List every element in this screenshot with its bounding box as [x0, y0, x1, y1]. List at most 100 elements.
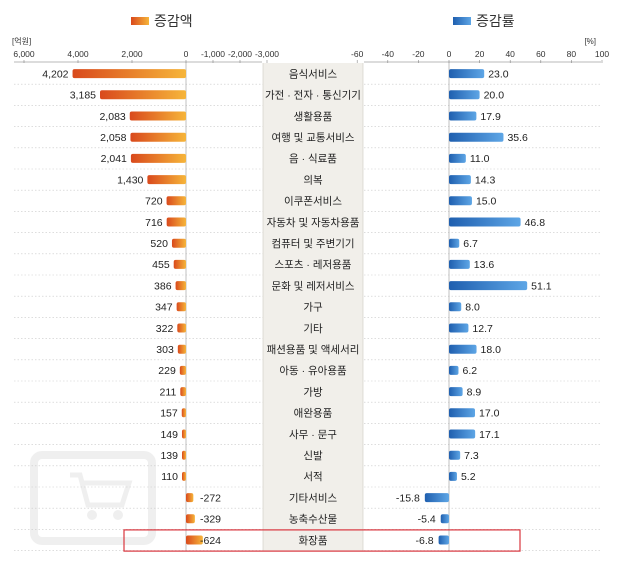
- rate-bar: [449, 429, 476, 439]
- rate-value-label: 17.9: [480, 111, 501, 123]
- rate-value-label: 51.1: [531, 280, 552, 292]
- rate-bar: [449, 69, 485, 79]
- amount-bar: [100, 90, 186, 100]
- category-label: 생활용품: [294, 110, 333, 123]
- rate-bar: [449, 471, 457, 481]
- rate-value-label: 5.2: [461, 471, 476, 483]
- category-label: 기타서비스: [289, 492, 338, 504]
- category-label: 여행 및 교통서비스: [271, 132, 354, 144]
- amount-bar: [186, 535, 203, 545]
- category-label: 가방: [303, 386, 323, 398]
- rate-value-label: 17.1: [479, 429, 500, 441]
- rate-bar: [449, 387, 463, 397]
- amount-value-label: 4,202: [42, 68, 68, 80]
- amount-value-label: 2,083: [99, 111, 125, 123]
- amount-bar: [130, 132, 186, 142]
- rate-bar: [440, 514, 449, 524]
- legend-rate-label: 증감률: [476, 13, 515, 29]
- category-label: 화장품: [299, 535, 328, 547]
- rate-bar: [449, 408, 476, 418]
- amount-value-label: 520: [150, 238, 168, 250]
- rate-bar: [449, 132, 504, 142]
- amount-value-label: 139: [160, 450, 178, 462]
- amount-value-label: 149: [160, 429, 178, 441]
- rate-value-label: -15.8: [396, 492, 420, 504]
- amount-value-label: 3,185: [70, 90, 96, 102]
- amount-unit-label: [억원]: [12, 36, 31, 46]
- category-label: 의복: [303, 174, 323, 186]
- rate-value-label: 20.0: [484, 90, 505, 102]
- amount-bar: [176, 302, 186, 312]
- rate-bar: [449, 323, 469, 333]
- category-label: 기타: [303, 323, 323, 335]
- rate-axis-tick: 40: [505, 49, 515, 59]
- category-label: 패션용품 및 액세서리: [267, 344, 360, 356]
- amount-axis-tick: 0: [184, 49, 189, 59]
- amount-axis-tick: 2,000: [121, 49, 143, 59]
- amount-value-label: -272: [200, 492, 221, 504]
- rate-bar: [449, 259, 470, 269]
- rate-axis-tick: -40: [382, 49, 395, 59]
- amount-bar: [166, 196, 186, 206]
- amount-value-label: 347: [155, 302, 173, 314]
- rate-bar: [449, 365, 459, 375]
- amount-bar: [147, 175, 186, 185]
- rate-value-label: 6.7: [463, 238, 478, 250]
- legend-amount-label: 증감액: [154, 13, 193, 29]
- rate-value-label: 17.0: [479, 408, 500, 420]
- rate-value-label: 15.0: [476, 196, 497, 208]
- rate-bar: [449, 238, 460, 248]
- rate-bar: [449, 450, 461, 460]
- rate-bar: [449, 302, 462, 312]
- amount-value-label: 322: [156, 323, 174, 335]
- legend-amount-swatch: [131, 17, 149, 25]
- category-label: 가전 · 전자 · 통신기기: [265, 90, 361, 102]
- rate-bar: [449, 281, 528, 291]
- amount-bar: [180, 387, 186, 397]
- amount-bar: [171, 238, 186, 248]
- rate-bar: [438, 535, 449, 545]
- amount-value-label: 2,058: [100, 132, 126, 144]
- rate-value-label: -6.8: [416, 535, 434, 547]
- amount-value-label: 303: [156, 344, 174, 356]
- category-label: 문화 및 레저서비스: [271, 280, 354, 292]
- amount-value-label: 1,430: [117, 174, 143, 186]
- rate-value-label: 11.0: [470, 153, 490, 165]
- computer-shopping-cart-icon: [30, 451, 156, 545]
- category-label: 음 · 식료품: [289, 153, 337, 165]
- rate-unit-label: [%]: [584, 37, 596, 46]
- category-label: 농축수산물: [289, 514, 338, 526]
- amount-bar: [177, 323, 186, 333]
- rate-axis-tick: 0: [447, 49, 452, 59]
- rate-value-label: 18.0: [481, 344, 502, 356]
- rate-value-label: 46.8: [525, 217, 546, 229]
- rate-bar: [424, 493, 449, 503]
- rate-value-label: 35.6: [507, 132, 528, 144]
- category-label: 이쿠폰서비스: [284, 196, 342, 208]
- amount-bar: [175, 281, 186, 291]
- amount-value-label: 110: [161, 471, 178, 483]
- amount-bar: [179, 365, 186, 375]
- rate-bar: [449, 344, 477, 354]
- amount-bar: [177, 344, 186, 354]
- amount-bar: [182, 450, 186, 460]
- rate-bar: [449, 196, 472, 206]
- amount-value-label: 720: [145, 196, 163, 208]
- rate-bar: [449, 153, 466, 163]
- rate-bar: [449, 217, 521, 227]
- rate-bar: [449, 111, 477, 121]
- category-label: 사무 · 문구: [289, 429, 337, 441]
- rate-value-label: 6.2: [462, 365, 477, 377]
- category-label: 서적: [303, 471, 322, 483]
- amount-value-label: 2,041: [101, 153, 127, 165]
- amount-bar: [166, 217, 186, 227]
- category-label: 음식서비스: [289, 68, 338, 80]
- amount-bar: [186, 514, 195, 524]
- amount-value-label: -329: [200, 514, 221, 526]
- rate-value-label: 13.6: [474, 259, 495, 271]
- rate-axis-tick: 80: [567, 49, 577, 59]
- amount-value-label: 229: [158, 365, 176, 377]
- amount-value-label: 455: [152, 259, 170, 271]
- highlight-box: [123, 529, 521, 552]
- rate-value-label: 8.0: [465, 302, 480, 314]
